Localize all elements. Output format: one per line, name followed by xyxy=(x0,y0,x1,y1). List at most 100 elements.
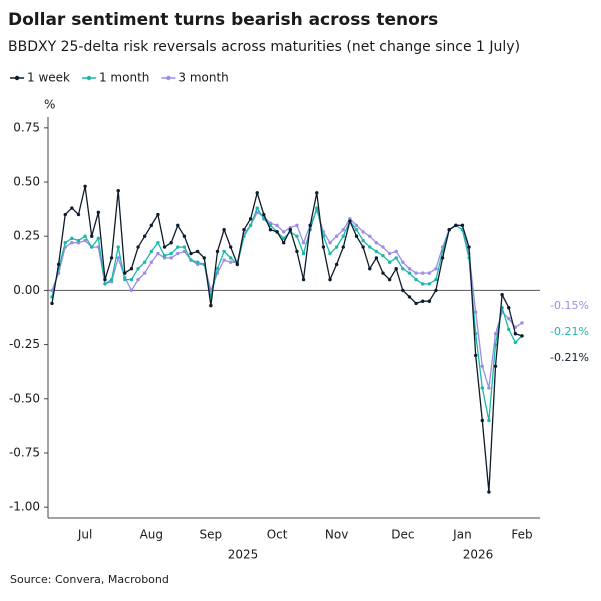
point xyxy=(401,288,405,293)
point xyxy=(480,364,484,368)
end-label: -0.21% xyxy=(550,325,589,338)
point xyxy=(328,241,332,245)
point xyxy=(407,267,412,271)
point xyxy=(76,212,81,217)
chart-subtitle: BBDXY 25-delta risk reversals across mat… xyxy=(8,39,520,55)
x-tick-label: Sep xyxy=(200,528,223,542)
point xyxy=(162,245,167,249)
point xyxy=(454,223,458,228)
point xyxy=(301,251,306,256)
point xyxy=(162,254,167,258)
legend-marker xyxy=(166,75,171,81)
point xyxy=(460,223,465,228)
point xyxy=(275,230,279,234)
point xyxy=(401,267,405,271)
point xyxy=(83,184,87,189)
point xyxy=(215,249,220,254)
end-label: -0.21% xyxy=(550,351,589,364)
point xyxy=(229,260,233,264)
point xyxy=(447,228,451,232)
chart-title: Dollar sentiment turns bearish across te… xyxy=(8,10,438,30)
point xyxy=(129,267,134,271)
point xyxy=(255,191,259,195)
point xyxy=(315,191,319,195)
y-tick-label: -1.00 xyxy=(9,500,40,514)
point xyxy=(361,245,365,249)
point xyxy=(414,301,418,306)
point xyxy=(421,271,425,275)
point xyxy=(341,228,345,232)
point xyxy=(354,234,359,238)
point xyxy=(189,251,193,256)
point xyxy=(407,271,412,275)
point xyxy=(368,234,372,238)
point xyxy=(493,342,498,347)
point xyxy=(96,210,101,215)
point xyxy=(387,277,392,282)
end-label: -0.15% xyxy=(550,299,589,312)
x-tick-label: Nov xyxy=(325,528,348,542)
series-line xyxy=(51,208,523,389)
point xyxy=(440,256,445,260)
y-tick-label: 0.25 xyxy=(13,229,40,243)
point xyxy=(434,277,438,282)
point xyxy=(176,251,180,256)
point xyxy=(142,234,147,238)
point xyxy=(487,386,491,390)
point xyxy=(103,282,107,286)
point xyxy=(507,316,511,321)
y-tick-label: -0.25 xyxy=(9,337,40,351)
point xyxy=(182,234,187,238)
x-tick-label: Jul xyxy=(77,528,92,542)
legend-label: 3 month xyxy=(178,71,228,85)
point xyxy=(215,267,220,271)
y-tick-label: -0.75 xyxy=(9,445,40,459)
point xyxy=(222,258,226,262)
point xyxy=(334,262,339,267)
point xyxy=(136,245,140,249)
year-label: 2025 xyxy=(228,548,259,562)
x-tick-label: Feb xyxy=(511,528,532,542)
point xyxy=(229,245,233,249)
point xyxy=(209,303,213,308)
point xyxy=(222,249,226,254)
point xyxy=(434,267,438,271)
year-label: 2026 xyxy=(463,548,494,562)
point xyxy=(473,310,478,314)
point xyxy=(222,228,226,232)
point xyxy=(169,256,173,260)
point xyxy=(149,249,153,254)
point xyxy=(487,490,491,494)
legend-marker xyxy=(86,75,92,81)
point xyxy=(262,212,266,217)
point xyxy=(288,228,293,232)
x-tick-label: Dec xyxy=(391,528,414,542)
point xyxy=(354,228,359,232)
point xyxy=(123,271,127,275)
point xyxy=(381,245,385,249)
point xyxy=(407,295,412,299)
point xyxy=(421,282,425,286)
point xyxy=(480,386,484,390)
point xyxy=(109,256,114,260)
point xyxy=(315,206,319,210)
point xyxy=(427,271,432,275)
point xyxy=(70,241,74,245)
point xyxy=(387,260,392,264)
point xyxy=(467,245,471,249)
point xyxy=(149,260,153,264)
point xyxy=(96,236,101,241)
point xyxy=(520,334,524,338)
point xyxy=(176,223,180,228)
point xyxy=(156,251,160,256)
point xyxy=(83,238,87,243)
point xyxy=(394,267,398,271)
point xyxy=(295,249,299,254)
point xyxy=(374,256,379,260)
legend-label: 1 month xyxy=(99,71,149,85)
point xyxy=(90,234,94,238)
point xyxy=(427,282,432,286)
point xyxy=(56,262,61,267)
point xyxy=(195,249,200,254)
